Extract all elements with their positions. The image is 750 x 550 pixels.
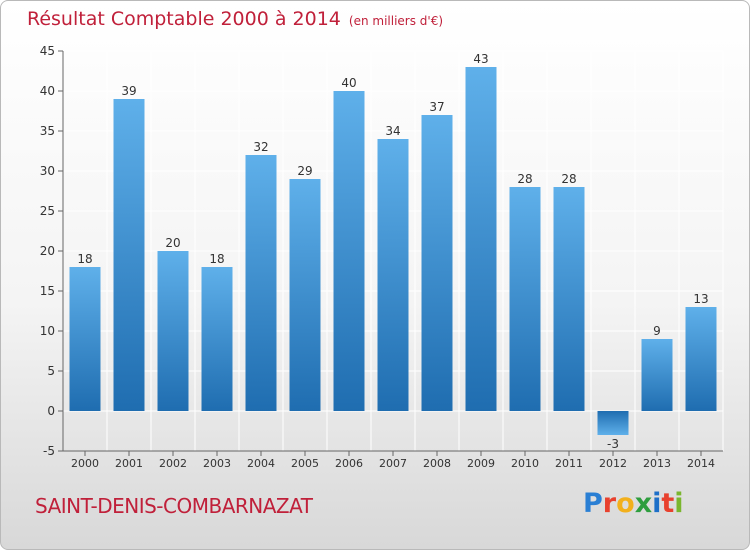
logo-letter: P [583,488,603,519]
x-tick-label-2001: 2001 [115,457,143,470]
y-tick-label: 5 [47,364,55,378]
value-label-2000: 18 [77,252,92,266]
bar-2001 [113,99,145,411]
x-tick-label-2011: 2011 [555,457,583,470]
bar-2000 [69,267,101,411]
bar-2013 [641,339,673,411]
bar-2009 [465,67,497,411]
value-label-2007: 34 [385,124,400,138]
value-label-2013: 9 [653,324,661,338]
value-label-2001: 39 [121,84,136,98]
bar-2007 [377,139,409,411]
x-tick-label-2014: 2014 [687,457,715,470]
y-tick-label: 30 [40,164,55,178]
bar-2004 [245,155,277,411]
value-label-2014: 13 [693,292,708,306]
x-tick-label-2006: 2006 [335,457,363,470]
x-tick-label-2000: 2000 [71,457,99,470]
bar-layer [69,67,717,435]
y-tick-label: 20 [40,244,55,258]
y-tick-label: 25 [40,204,55,218]
value-label-2005: 29 [297,164,312,178]
bar-2010 [509,187,541,411]
logo-letter: o [616,488,635,519]
value-label-2006: 40 [341,76,356,90]
bar-2002 [157,251,189,411]
y-tick-label: 0 [47,404,55,418]
logo-letter: t [661,488,675,519]
chart-unit: (en milliers d'€) [348,14,444,28]
proxiti-logo: Proxiti [583,488,684,519]
value-label-2010: 28 [517,172,532,186]
x-tick-label-2010: 2010 [511,457,539,470]
logo-letter: i [674,488,684,519]
x-tick-label-2008: 2008 [423,457,451,470]
bar-2012 [597,411,629,435]
value-label-2009: 43 [473,52,488,66]
y-tick-label: 10 [40,324,55,338]
axis-layer: -5 0 5 10 15 20 25 30 35 40 45 2000 2001 2002 2003 2004… [40,44,723,470]
chart-title: Résultat Comptable 2000 à 2014 (en millie… [27,8,443,30]
y-tick-label: 15 [40,284,55,298]
x-tick-label-2013: 2013 [643,457,671,470]
y-tick-label: -5 [43,444,55,458]
bar-2008 [421,115,453,411]
logo-letter: i [652,488,662,519]
x-tick-label-2005: 2005 [291,457,319,470]
x-tick-label-2007: 2007 [379,457,407,470]
label-layer: 18 39 20 18 32 29 40 34 37 43 28 28 -3 9 13 [77,52,708,451]
bar-2003 [201,267,233,411]
value-label-2004: 32 [253,140,268,154]
logo-letter: x [634,488,653,519]
bar-2014 [685,307,717,411]
bar-2005 [289,179,321,411]
value-label-2012: -3 [607,437,619,451]
value-label-2002: 20 [165,236,180,250]
value-label-2011: 28 [561,172,576,186]
x-tick-label-2009: 2009 [467,457,495,470]
bar-2006 [333,91,365,411]
x-tick-label-2003: 2003 [203,457,231,470]
x-tick-label-2004: 2004 [247,457,275,470]
logo-letter: r [602,488,617,519]
commune-name: SAINT-DENIS-COMBARNAZAT [35,494,313,518]
y-tick-label: 35 [40,124,55,138]
bar-2011 [553,187,585,411]
value-label-2008: 37 [429,100,444,114]
x-tick-label-2012: 2012 [599,457,627,470]
y-tick-label: 40 [40,84,55,98]
chart-title-text: Résultat Comptable 2000 à 2014 [27,8,341,30]
x-tick-label-2002: 2002 [159,457,187,470]
value-label-2003: 18 [209,252,224,266]
y-tick-label: 45 [40,44,55,58]
